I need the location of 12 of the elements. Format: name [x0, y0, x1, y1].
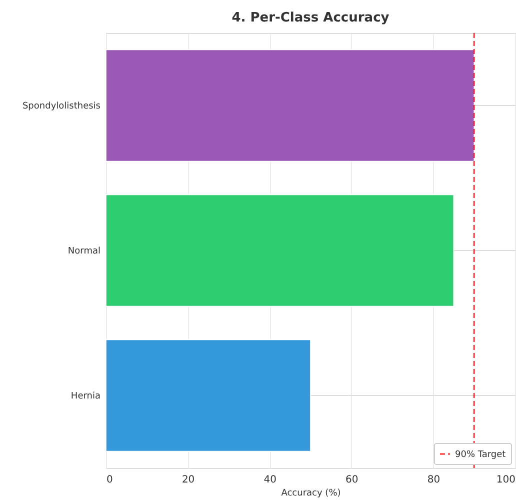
x-axis-title: Accuracy (%): [281, 488, 341, 498]
x-tick-label: 60: [346, 474, 358, 486]
ref-line-label: 90% Target: [455, 450, 506, 460]
y-tick-label: Hernia: [70, 392, 100, 402]
x-tick-label: 20: [182, 474, 195, 486]
x-tick-label: 40: [264, 474, 276, 486]
y-tick-label: Spondylolisthesis: [22, 102, 101, 112]
y-tick-label: Normal: [68, 246, 100, 256]
x-tick-label: 80: [427, 474, 440, 486]
x-tick-label: 100: [496, 474, 516, 486]
chart-title: 4. Per-Class Accuracy: [232, 10, 390, 26]
x-tick-label: 0: [106, 474, 113, 486]
